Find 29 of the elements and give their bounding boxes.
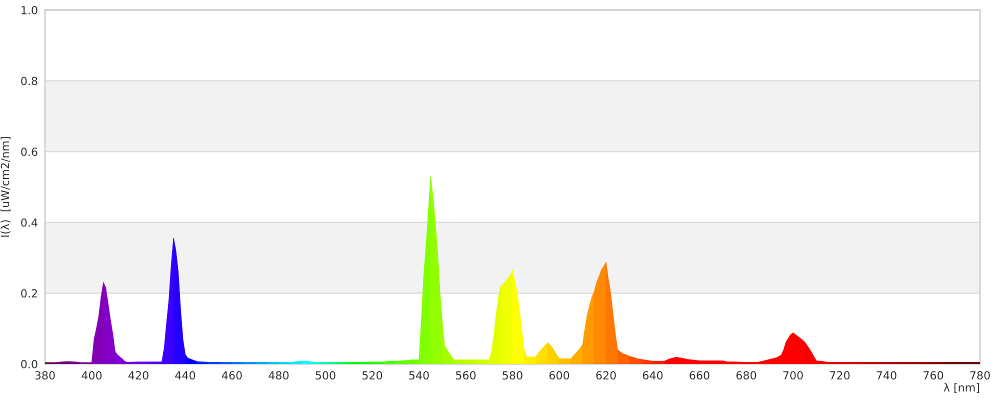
x-tick-label: 480 <box>268 371 289 380</box>
x-tick-label: 600 <box>549 371 570 380</box>
x-tick-label: 700 <box>783 371 803 380</box>
x-tick-label: 620 <box>596 371 616 380</box>
x-tick-label: 380 <box>35 371 55 380</box>
y-tick-label: 0.6 <box>21 148 38 156</box>
x-tick-label: 440 <box>175 371 196 380</box>
x-tick-label: 500 <box>316 371 336 380</box>
x-tick-label: 580 <box>502 371 522 380</box>
x-tick-label: 660 <box>690 371 710 380</box>
x-tick-label: 760 <box>924 371 944 380</box>
x-tick-label: 420 <box>128 371 148 380</box>
y-tick-label: 0.4 <box>21 218 38 227</box>
y-tick-label: 0.0 <box>21 360 38 368</box>
x-tick-label: 740 <box>876 371 896 380</box>
x-axis-title: λ [nm] <box>944 383 980 393</box>
x-tick-label: 400 <box>82 371 102 380</box>
x-tick-label: 520 <box>362 371 382 380</box>
x-tick-label: 640 <box>642 371 663 380</box>
x-tick-label: 780 <box>970 371 990 380</box>
y-axis-title: I(λ) [uW/cm2/nm] <box>0 137 10 237</box>
y-tick-label: 0.2 <box>21 289 37 298</box>
y-tick-label: 1.0 <box>22 6 38 14</box>
x-tick-label: 720 <box>830 371 850 380</box>
x-tick-label: 680 <box>736 371 756 380</box>
x-tick-label: 460 <box>222 371 242 380</box>
y-tick-label: 0.8 <box>21 76 38 86</box>
x-tick-label: 560 <box>456 371 476 380</box>
x-tick-label: 540 <box>409 371 429 380</box>
